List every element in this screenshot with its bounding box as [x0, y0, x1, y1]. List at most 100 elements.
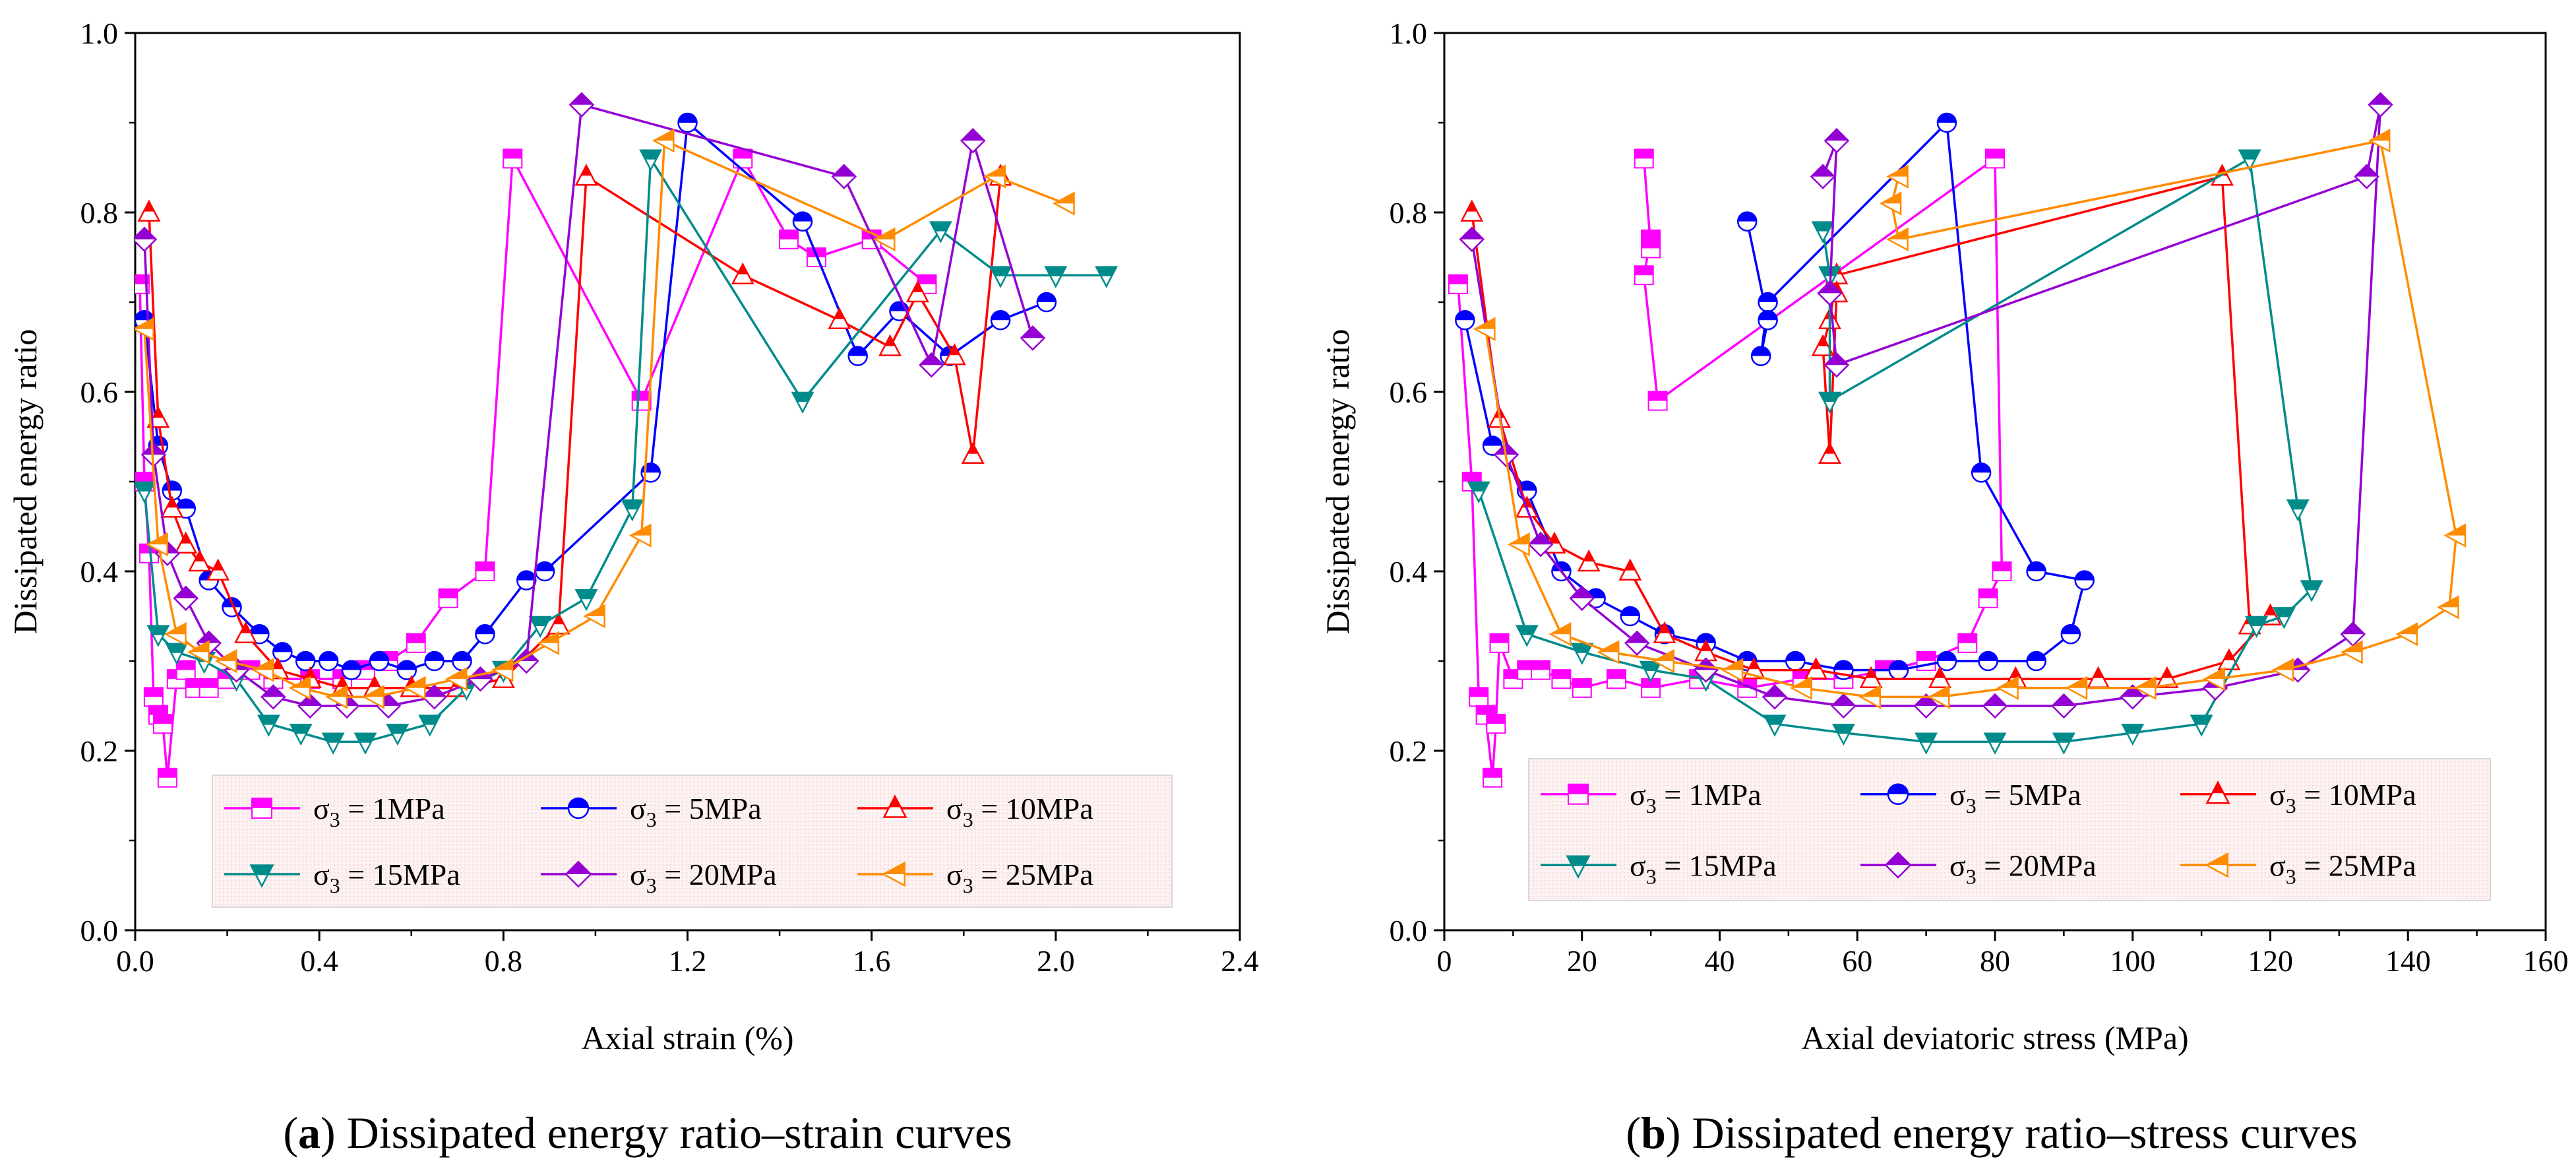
data-point — [143, 687, 164, 707]
data-point — [1486, 714, 1506, 734]
legend-entry: σ3 = 25MPa — [857, 858, 1093, 897]
data-point — [828, 307, 851, 330]
data-point — [2087, 666, 2110, 689]
data-point — [2245, 616, 2269, 639]
data-point — [1983, 732, 2007, 755]
data-point — [731, 262, 754, 285]
series-line — [1477, 157, 2313, 744]
data-point — [831, 164, 857, 189]
data-point — [1790, 676, 1812, 700]
data-point — [2300, 580, 2323, 602]
data-point — [362, 685, 384, 709]
caption-letter: (a) — [283, 1108, 335, 1158]
legend: σ3 = 1MPa σ3 = 5MPa σ3 = 10MPa σ3 = 15MPa σ3… — [1528, 758, 2491, 901]
data-point — [452, 651, 472, 672]
data-point — [445, 667, 468, 691]
data-point — [206, 558, 230, 581]
data-point — [528, 616, 552, 639]
data-point — [175, 660, 196, 680]
series-line — [1484, 139, 2458, 699]
y-tick-label: 0.2 — [1390, 734, 1428, 768]
legend: σ3 = 1MPa σ3 = 5MPa σ3 = 10MPa σ3 = 15MPa σ3… — [212, 775, 1173, 908]
panel-a-strain: 0.0 0.4 0.8 1.2 1.6 2.0 2.4 0.0 0.2 0.4 0.6 0.8 1.0 A… — [7, 16, 1259, 1158]
data-point — [424, 651, 445, 672]
data-point — [929, 221, 952, 243]
series-5 — [1473, 129, 2467, 709]
caption-text: Dissipated energy ratio–strain curves — [336, 1108, 1012, 1158]
data-point — [1639, 660, 1663, 683]
x-axis-label: Axial strain (%) — [581, 1019, 793, 1056]
data-point — [146, 625, 170, 647]
data-point — [418, 715, 442, 737]
data-point — [1992, 561, 2012, 581]
legend-entry: σ3 = 1MPa — [224, 792, 445, 831]
caption-text: Dissipated energy ratio–stress curves — [1681, 1108, 2358, 1158]
series-line — [1457, 157, 2004, 779]
data-point — [2443, 523, 2467, 548]
series-4 — [135, 92, 1046, 719]
x-tick-label: 0 — [1437, 944, 1452, 978]
data-point — [1482, 435, 1503, 456]
x-tick-label: 0.0 — [116, 944, 154, 978]
y-tick-label: 0.8 — [1390, 196, 1428, 230]
data-point — [1044, 266, 1068, 288]
y-tick-label: 0.0 — [80, 914, 119, 947]
data-point — [2060, 623, 2081, 645]
legend-entry: σ3 = 15MPa — [1541, 848, 1777, 888]
data-point — [1634, 265, 1654, 286]
data-point — [1620, 606, 1641, 627]
data-point — [369, 651, 390, 672]
data-point — [990, 309, 1011, 331]
data-point — [421, 684, 447, 710]
x-tick-label: 0.4 — [300, 944, 338, 978]
data-point — [1758, 292, 1778, 313]
panel-caption: (b) Dissipated energy ratio–stress curve… — [1626, 1108, 2357, 1158]
x-tick-label: 140 — [2385, 944, 2431, 978]
data-point — [1469, 687, 1489, 707]
x-tick-label: 1.2 — [669, 944, 707, 978]
data-point — [2354, 164, 2379, 189]
data-point — [574, 164, 598, 186]
legend-entry: σ3 = 5MPa — [1860, 778, 2081, 817]
data-point — [677, 112, 698, 133]
data-point — [1653, 621, 1676, 644]
data-point — [2238, 149, 2261, 172]
y-tick-label: 0.6 — [1390, 375, 1428, 409]
data-point — [629, 523, 652, 548]
data-point — [847, 346, 868, 366]
legend-marker — [2205, 780, 2230, 804]
x-tick-label: 120 — [2248, 944, 2293, 978]
data-point — [1859, 666, 1883, 689]
data-point — [1818, 441, 1841, 464]
data-point — [1762, 684, 1788, 710]
data-point — [942, 343, 966, 365]
data-point — [1957, 633, 1978, 653]
legend-box — [1528, 758, 2491, 901]
data-point — [1818, 391, 1841, 414]
data-point — [318, 651, 339, 672]
data-point — [475, 623, 495, 645]
data-point — [438, 588, 458, 608]
data-point — [2272, 607, 2296, 629]
x-tick-label: 0.8 — [485, 944, 523, 978]
legend-box — [212, 775, 1173, 908]
caption-letter: (b) — [1626, 1108, 1680, 1158]
data-point — [1606, 669, 1626, 689]
data-point — [2286, 499, 2310, 522]
data-point — [1831, 723, 1855, 746]
legend-entry: σ3 = 20MPa — [1860, 848, 2097, 888]
data-point — [251, 658, 274, 682]
data-point — [1459, 226, 1485, 253]
data-point — [295, 651, 316, 672]
data-point — [157, 767, 177, 788]
data-point — [2271, 658, 2294, 682]
data-point — [1811, 334, 1835, 356]
legend-label: σ3 = 10MPa — [2269, 778, 2416, 817]
data-point — [1618, 558, 1642, 581]
data-point — [2133, 676, 2157, 700]
data-point — [779, 229, 799, 249]
data-point — [631, 391, 652, 411]
data-point — [503, 148, 523, 169]
legend-label: σ3 = 15MPa — [313, 858, 460, 897]
data-point — [1737, 678, 1758, 698]
